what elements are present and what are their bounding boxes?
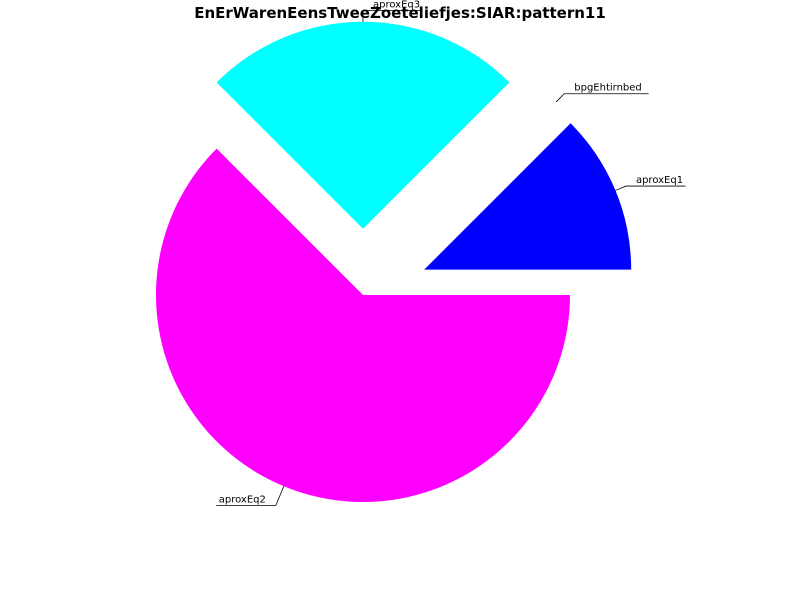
leader-line-aproxEq1 <box>615 185 686 191</box>
pie-slice-aproxEq3 <box>216 21 510 229</box>
pie-slices <box>155 21 632 502</box>
pie-labels: aproxEq1 bpgEhtirnbed aproxEq3 aproxEq2 <box>216 0 686 506</box>
pie-slice-aproxEq1 <box>424 123 632 270</box>
leader-line-aproxEq3 <box>362 9 423 22</box>
leader-line-zero <box>555 93 649 103</box>
slice-label-aproxEq3: aproxEq3 <box>373 0 420 10</box>
slice-label-aproxEq2: aproxEq2 <box>219 494 266 505</box>
leader-line-aproxEq2 <box>216 486 285 506</box>
pie-slice-aproxEq2 <box>155 148 570 502</box>
slice-label-aproxEq1: aproxEq1 <box>636 175 683 186</box>
slice-label-zero: bpgEhtirnbed <box>574 83 642 94</box>
chart-title: EnErWarenEensTweeZoeteliefjes:SIAR:patte… <box>194 4 606 22</box>
